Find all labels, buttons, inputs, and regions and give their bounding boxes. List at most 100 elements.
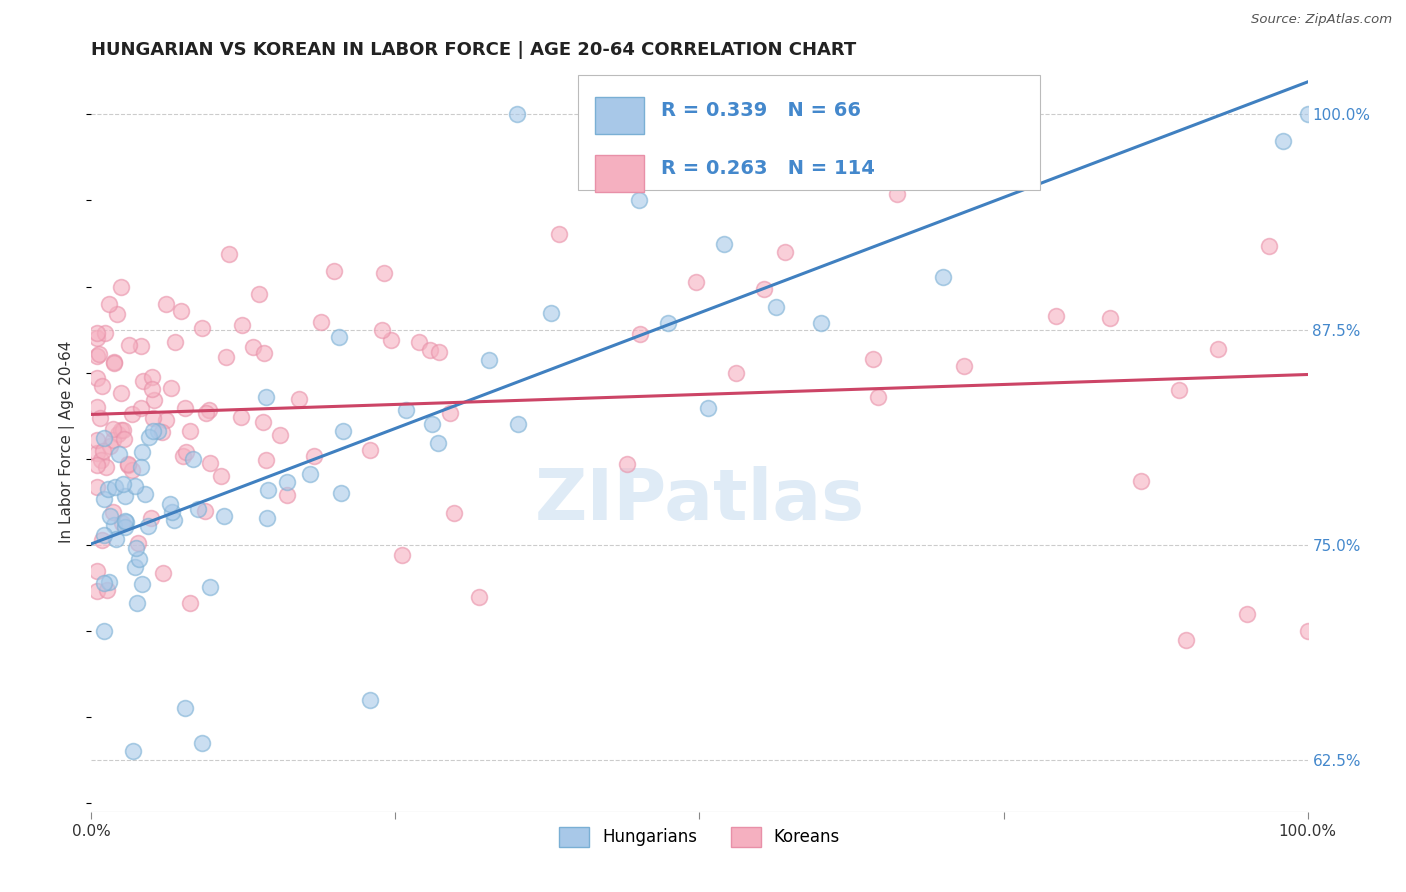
Point [94, 459, 117, 474]
Point [121, 463, 143, 477]
Point [231, 318, 253, 333]
Point [152, 566, 174, 581]
Point [97, 483, 120, 497]
Point [93, 491, 115, 506]
Point [194, 503, 217, 517]
Point [117, 338, 139, 352]
Point [124, 559, 146, 574]
Point [548, 227, 571, 241]
Point [373, 266, 395, 280]
Point [86, 331, 108, 345]
Point [724, 367, 747, 381]
Point [125, 541, 148, 555]
Point [111, 516, 134, 531]
Point [101, 433, 124, 447]
Point [148, 425, 170, 439]
Point [117, 458, 139, 472]
FancyBboxPatch shape [595, 155, 644, 192]
Point [155, 296, 177, 310]
Point [765, 300, 787, 314]
Point [103, 518, 125, 533]
Point [96, 582, 118, 597]
Point [215, 351, 238, 365]
Point [117, 457, 139, 471]
Point [540, 306, 562, 320]
Point [174, 701, 197, 715]
Point [129, 339, 152, 353]
Point [1236, 607, 1258, 621]
Point [103, 355, 125, 369]
Point [131, 375, 153, 389]
Point [131, 577, 153, 591]
Point [276, 488, 298, 502]
Point [127, 596, 149, 610]
Point [105, 307, 128, 321]
Point [419, 343, 441, 357]
Text: R = 0.339   N = 66: R = 0.339 N = 66 [661, 101, 860, 120]
Point [163, 334, 186, 349]
Legend: Hungarians, Koreans: Hungarians, Koreans [553, 820, 846, 854]
Point [408, 335, 430, 350]
Point [155, 412, 177, 426]
Point [138, 430, 160, 444]
Point [114, 520, 136, 534]
Point [190, 321, 212, 335]
Point [1272, 134, 1295, 148]
Point [696, 401, 718, 416]
Point [86, 446, 108, 460]
Point [159, 497, 181, 511]
Point [773, 245, 796, 260]
Point [198, 456, 221, 470]
Point [86, 401, 108, 415]
Point [160, 505, 183, 519]
Point [86, 326, 108, 340]
Point [179, 424, 201, 438]
Point [108, 447, 131, 461]
Point [150, 425, 173, 439]
Point [121, 407, 143, 421]
Point [330, 486, 353, 500]
Point [179, 596, 201, 610]
Point [1296, 107, 1319, 121]
Point [478, 353, 501, 368]
Point [112, 476, 135, 491]
Point [713, 237, 735, 252]
Point [269, 427, 291, 442]
Point [506, 107, 529, 121]
Point [1258, 238, 1281, 252]
Point [174, 444, 197, 458]
Point [427, 436, 450, 450]
Point [439, 406, 461, 420]
Point [93, 431, 115, 445]
Point [86, 458, 108, 473]
Point [288, 392, 311, 406]
Point [191, 736, 214, 750]
Point [242, 340, 264, 354]
Point [931, 270, 953, 285]
Point [91, 379, 114, 393]
Text: R = 0.263   N = 114: R = 0.263 N = 114 [661, 159, 875, 178]
Point [142, 410, 165, 425]
Point [91, 533, 114, 548]
Point [90, 453, 112, 467]
Point [124, 479, 146, 493]
Point [253, 346, 276, 360]
Text: ZIPatlas: ZIPatlas [534, 467, 865, 535]
Point [685, 275, 707, 289]
Point [229, 410, 252, 425]
Point [218, 247, 240, 261]
Point [129, 460, 152, 475]
Point [506, 417, 529, 431]
Point [810, 317, 832, 331]
Point [187, 502, 209, 516]
Point [136, 518, 159, 533]
Point [247, 286, 270, 301]
Point [114, 489, 136, 503]
Point [98, 297, 121, 311]
Point [254, 391, 277, 405]
Point [143, 392, 166, 407]
Point [93, 576, 115, 591]
Point [194, 406, 217, 420]
Point [309, 315, 332, 329]
Text: Source: ZipAtlas.com: Source: ZipAtlas.com [1251, 13, 1392, 27]
